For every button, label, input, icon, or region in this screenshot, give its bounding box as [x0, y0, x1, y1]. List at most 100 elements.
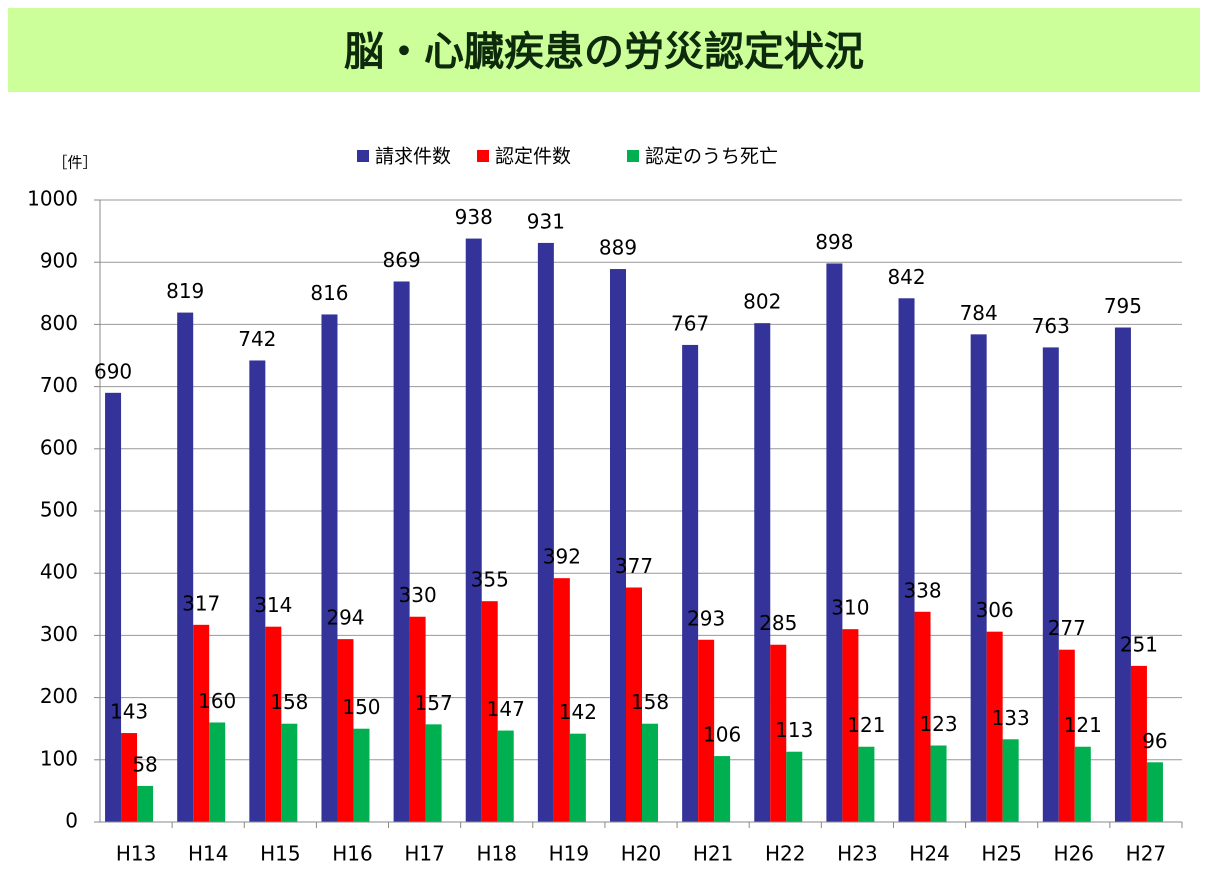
legend-swatch [477, 150, 489, 162]
bar [626, 587, 642, 822]
data-label: 938 [455, 205, 493, 229]
data-label: 392 [543, 545, 581, 569]
data-label: 330 [399, 583, 437, 607]
bar [610, 269, 626, 822]
bar [826, 263, 843, 823]
y-tick-label: 100 [40, 746, 78, 770]
y-tick-label: 400 [40, 560, 78, 584]
bar [105, 392, 122, 822]
bar [553, 578, 570, 822]
x-tick-label: H16 [332, 842, 373, 866]
bar [121, 733, 138, 822]
bar [914, 611, 931, 822]
x-tick-label: H26 [1054, 842, 1095, 866]
data-label: 133 [992, 706, 1030, 730]
data-label: 142 [559, 700, 597, 724]
bar [481, 601, 498, 822]
x-tick-label: H25 [981, 842, 1022, 866]
data-label: 158 [631, 690, 669, 714]
title-banner [8, 8, 1200, 92]
y-tick-label: 1000 [27, 187, 78, 211]
data-label: 795 [1104, 294, 1142, 318]
bar [786, 751, 803, 822]
y-tick-label: 500 [40, 498, 78, 522]
data-label: 306 [976, 598, 1014, 622]
x-tick-label: H15 [260, 842, 301, 866]
data-label: 160 [198, 689, 236, 713]
bar [265, 626, 282, 822]
data-label: 355 [471, 568, 509, 592]
bar [281, 723, 298, 822]
data-label: 157 [415, 691, 453, 715]
bar [642, 723, 658, 822]
x-tick-label: H20 [621, 842, 662, 866]
x-tick-label: H14 [188, 842, 229, 866]
legend-swatch [357, 150, 369, 162]
data-label: 158 [270, 690, 308, 714]
bar [898, 298, 915, 822]
x-tick-label: H19 [549, 842, 590, 866]
bar [321, 314, 338, 822]
bar [858, 746, 875, 822]
data-label: 293 [687, 606, 725, 630]
x-tick-label: H24 [909, 842, 950, 866]
bar [465, 238, 482, 823]
data-label: 96 [1142, 729, 1167, 753]
y-tick-label: 700 [40, 373, 78, 397]
data-label: 931 [527, 209, 565, 233]
data-label: 869 [383, 248, 421, 272]
x-tick-label: H21 [693, 842, 734, 866]
bar [970, 334, 987, 822]
data-label: 314 [254, 593, 292, 617]
bar [1074, 746, 1091, 822]
data-label: 121 [1064, 713, 1102, 737]
data-label: 106 [703, 723, 741, 747]
data-label: 819 [166, 279, 204, 303]
data-label: 147 [487, 697, 525, 721]
bar [842, 629, 859, 822]
data-label: 113 [775, 718, 813, 742]
bar [537, 242, 554, 823]
bar [986, 631, 1003, 822]
data-label: 767 [671, 311, 709, 335]
data-label: 842 [887, 265, 925, 289]
bar [770, 644, 787, 822]
legend-label: 認定のうち死亡 [645, 146, 778, 168]
data-label: 742 [238, 327, 276, 351]
bar [930, 745, 947, 822]
bar [337, 639, 354, 822]
y-tick-label: 200 [40, 684, 78, 708]
y-tick-label: 900 [40, 249, 78, 273]
bar [1058, 649, 1075, 822]
bar [425, 724, 442, 822]
bar [193, 624, 210, 822]
data-label: 294 [326, 606, 364, 630]
legend-label: 認定件数 [495, 146, 571, 168]
y-tick-label: 600 [40, 435, 78, 459]
bar [754, 323, 771, 822]
legend-swatch [627, 150, 639, 162]
data-label: 889 [599, 236, 637, 260]
data-label: 285 [759, 611, 797, 635]
bar [682, 344, 699, 822]
bar [177, 312, 194, 822]
x-tick-label: H22 [765, 842, 806, 866]
x-tick-label: H27 [1126, 842, 1167, 866]
bar [1146, 762, 1163, 822]
data-label: 816 [310, 281, 348, 305]
data-label: 277 [1048, 616, 1086, 640]
chart-title: 脳・心臓疾患の労災認定状況 [344, 29, 864, 75]
bar [353, 728, 370, 822]
data-label: 338 [903, 578, 941, 602]
data-label: 317 [182, 591, 220, 615]
bar [1130, 665, 1147, 822]
x-tick-label: H18 [476, 842, 517, 866]
x-tick-label: H23 [837, 842, 878, 866]
data-label: 121 [847, 713, 885, 737]
x-tick-label: H17 [404, 842, 445, 866]
y-tick-label: 0 [65, 809, 78, 833]
bar [393, 281, 410, 822]
data-label: 143 [110, 700, 148, 724]
legend-label: 請求件数 [375, 146, 451, 168]
